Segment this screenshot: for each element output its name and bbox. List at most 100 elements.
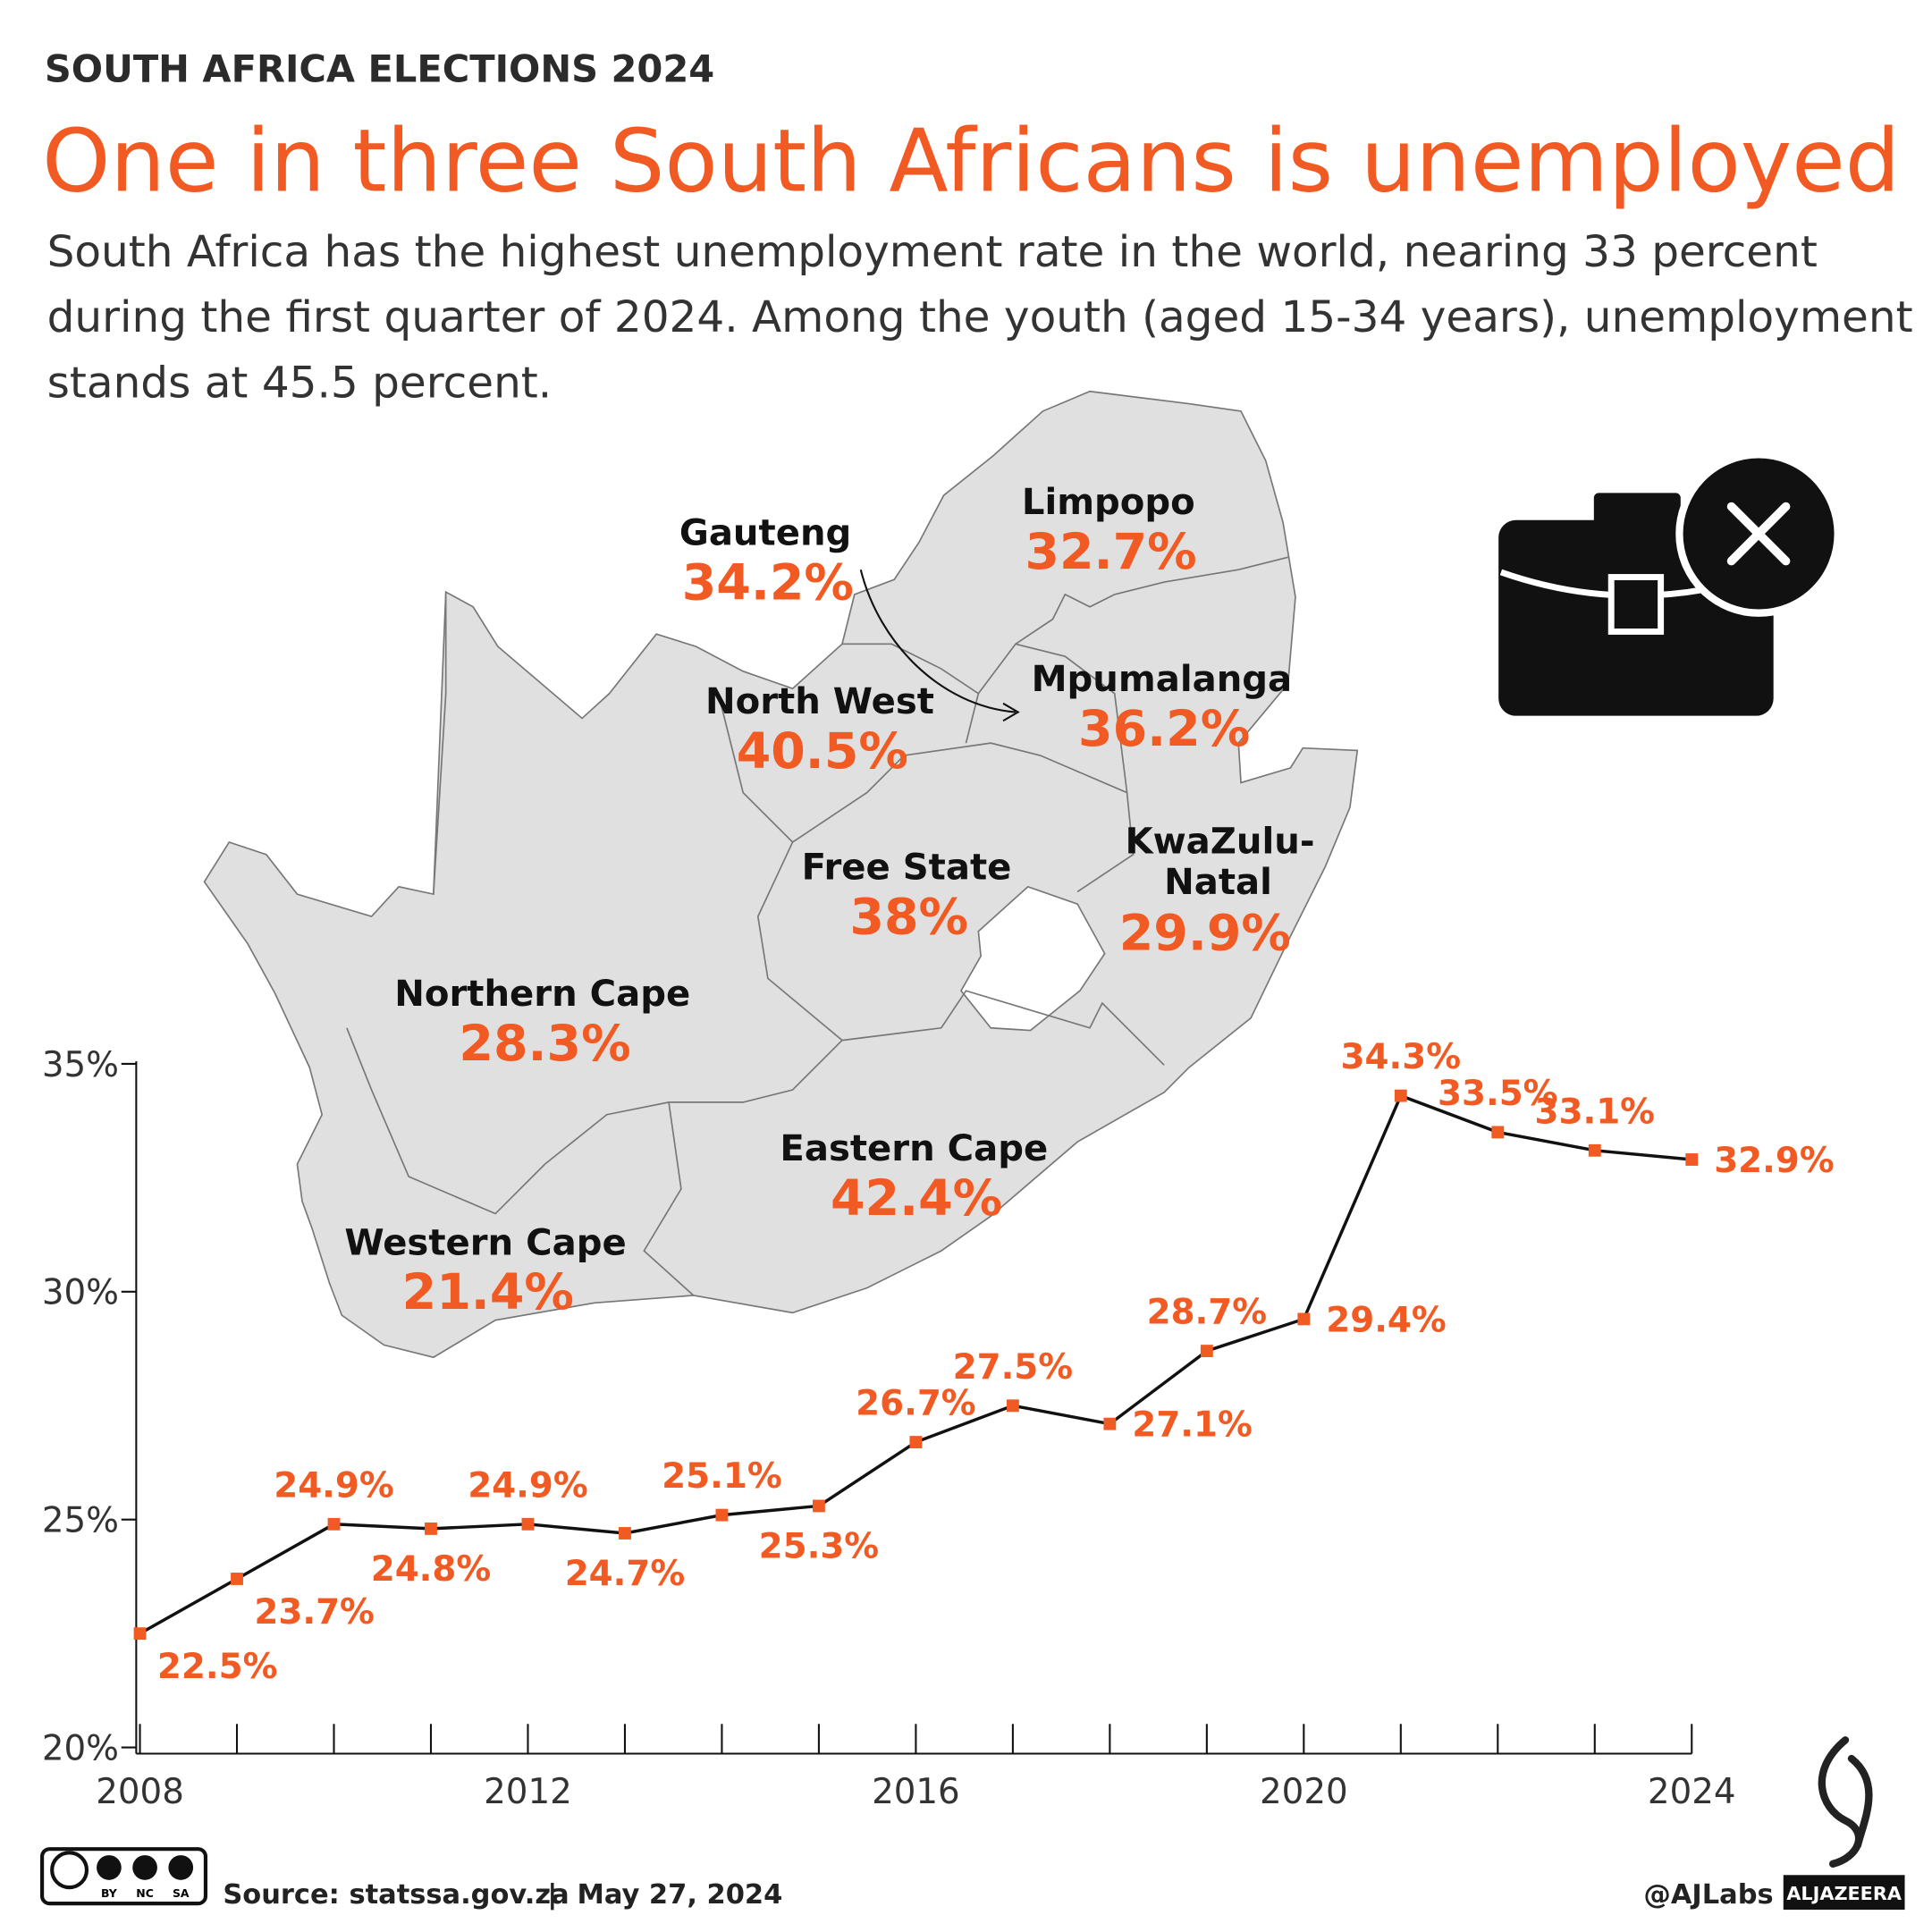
y-tick-label: 30% xyxy=(42,1273,119,1313)
value-label: 32.9% xyxy=(1714,1141,1835,1181)
value-label: 34.3% xyxy=(1341,1037,1461,1077)
brand-box xyxy=(1783,1875,1905,1911)
value-label: 25.3% xyxy=(759,1527,880,1567)
value-label: 29.4% xyxy=(1326,1300,1447,1340)
value-label: 27.1% xyxy=(1132,1405,1253,1446)
x-tick-label: 2016 xyxy=(872,1772,960,1812)
x-tick-label: 2012 xyxy=(484,1772,572,1812)
gauteng-arrow xyxy=(859,569,1016,713)
x-tick-label: 2020 xyxy=(1260,1772,1348,1812)
region-name: Western Cape xyxy=(344,1222,626,1263)
region-value: 40.5% xyxy=(737,723,908,780)
y-tick-label: 20% xyxy=(42,1728,119,1768)
value-label: 24.8% xyxy=(371,1549,492,1590)
region-name: Free State xyxy=(802,848,1012,889)
brand-logo xyxy=(1818,1736,1873,1868)
region-value: 38% xyxy=(849,889,968,946)
subtitle: South Africa has the highest unemploymen… xyxy=(47,227,1818,277)
region-name: Gauteng xyxy=(679,513,851,554)
point xyxy=(425,1522,437,1535)
kicker: SOUTH AFRICA ELECTIONS 2024 xyxy=(45,46,714,90)
value-label: 27.5% xyxy=(953,1347,1074,1388)
border xyxy=(841,643,980,744)
border xyxy=(977,556,1288,695)
point xyxy=(327,1517,341,1531)
title: One in three South Africans is unemploye… xyxy=(42,110,1900,211)
brand: ALJAZEERA xyxy=(1786,1883,1902,1904)
source: Source: statssa.gov.za xyxy=(223,1879,569,1911)
value-label: 26.7% xyxy=(856,1384,976,1424)
by-icon xyxy=(97,1855,122,1880)
date: May 27, 2024 xyxy=(578,1879,783,1911)
point xyxy=(231,1573,243,1585)
nc-icon xyxy=(132,1855,157,1880)
region-name: KwaZulu- xyxy=(1125,821,1314,862)
subtitle: stands at 45.5 percent. xyxy=(47,359,553,409)
border xyxy=(1015,643,1128,793)
value-label: 25.1% xyxy=(662,1456,782,1497)
region-name: Limpopo xyxy=(1022,482,1195,523)
region-value: 21.4% xyxy=(402,1264,574,1321)
value-label: 24.9% xyxy=(274,1465,393,1506)
point xyxy=(521,1517,535,1531)
value-label: 23.7% xyxy=(254,1592,375,1632)
sa-icon xyxy=(168,1855,194,1880)
region-name: Eastern Cape xyxy=(780,1128,1048,1169)
value-label: 33.1% xyxy=(1535,1092,1655,1132)
y-tick-label: 25% xyxy=(42,1501,119,1541)
value-label: 24.7% xyxy=(565,1554,685,1594)
license-label: BY xyxy=(101,1886,118,1900)
point xyxy=(1103,1417,1117,1430)
subtitle: during the first quarter of 2024. Among … xyxy=(47,292,1913,342)
border xyxy=(792,742,1135,893)
border xyxy=(346,693,844,1215)
country-outline xyxy=(203,390,1359,1359)
value-label: 33.5% xyxy=(1438,1074,1557,1114)
region-value: 29.9% xyxy=(1119,905,1291,962)
point xyxy=(1200,1345,1213,1358)
region-value: 42.4% xyxy=(831,1170,1002,1228)
point xyxy=(1394,1089,1407,1102)
region-name: North West xyxy=(705,681,934,722)
cross xyxy=(1726,502,1791,566)
license-label: SA xyxy=(173,1886,190,1900)
point xyxy=(1588,1143,1601,1157)
map xyxy=(203,390,1359,1359)
point xyxy=(133,1627,147,1641)
border xyxy=(841,990,1165,1066)
arrow-head xyxy=(1002,702,1020,722)
point xyxy=(1685,1153,1699,1166)
region-value: 34.2% xyxy=(682,554,854,612)
region-value: 28.3% xyxy=(459,1016,630,1073)
region-name: Mpumalanga xyxy=(1032,659,1293,700)
value-label: 28.7% xyxy=(1147,1293,1268,1333)
point xyxy=(812,1499,825,1513)
briefcase-icon xyxy=(1498,451,1842,716)
point xyxy=(1297,1312,1311,1326)
point xyxy=(1006,1399,1019,1413)
point xyxy=(909,1436,923,1448)
value-label: 24.9% xyxy=(468,1465,588,1506)
lesotho xyxy=(959,885,1106,1032)
cc-icon xyxy=(50,1851,89,1890)
x-tick-label: 2024 xyxy=(1648,1772,1736,1812)
license-label: NC xyxy=(136,1886,154,1900)
point xyxy=(619,1527,631,1540)
region-value: 32.7% xyxy=(1025,524,1196,581)
region-name: Natal xyxy=(1164,862,1272,903)
border xyxy=(433,592,447,895)
province-borders xyxy=(346,556,1288,1296)
value-label: 22.5% xyxy=(157,1647,277,1687)
x-tick-label: 2008 xyxy=(96,1772,184,1812)
handle: @AJLabs xyxy=(1643,1879,1773,1911)
clasp xyxy=(1607,574,1665,635)
border xyxy=(643,1101,695,1296)
region-name: Northern Cape xyxy=(394,974,690,1015)
point xyxy=(1491,1126,1505,1139)
footer: BY NC SA Source: statssa.gov.za | May 27… xyxy=(40,1736,1905,1911)
separator: | xyxy=(547,1879,557,1911)
point xyxy=(715,1508,729,1522)
y-tick-label: 35% xyxy=(42,1045,119,1085)
